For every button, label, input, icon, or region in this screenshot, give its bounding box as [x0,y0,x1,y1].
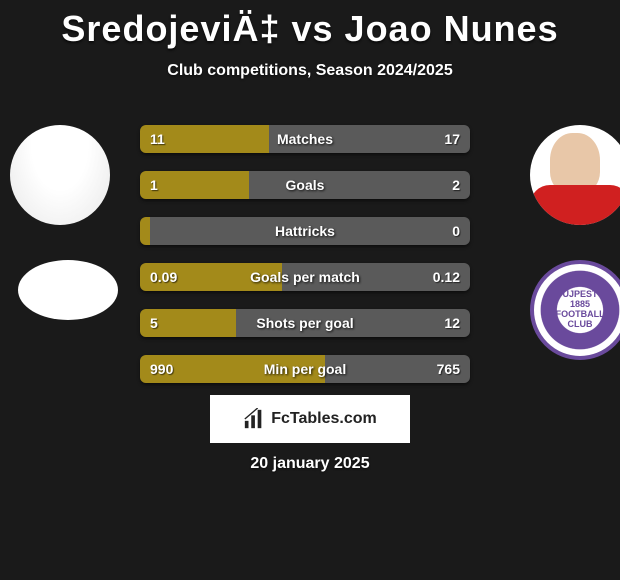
player-left-avatar [10,125,110,225]
stat-right-value: 12 [236,309,470,337]
stat-left-value: 0.09 [140,263,282,291]
stat-left-value: 1 [140,171,249,199]
stat-right-value: 0.12 [282,263,470,291]
club-right-text: ÚJPEST 1885 FOOTBALL CLUB [556,290,605,330]
stat-left-value: 11 [140,125,269,153]
chart-icon [243,408,265,430]
stat-right-value: 17 [269,125,470,153]
stat-row: 00Hattricks [140,217,470,245]
stat-right-value: 2 [249,171,470,199]
stat-row: 512Shots per goal [140,309,470,337]
page-title: SredojeviÄ‡ vs Joao Nunes [0,0,620,50]
club-right-badge: ÚJPEST 1885 FOOTBALL CLUB [530,260,620,360]
branding-text: FcTables.com [271,410,377,428]
stats-bars: 1117Matches 12Goals 00Hattricks 0.090.12Goa… [140,125,470,401]
stat-row: 12Goals [140,171,470,199]
stat-row: 1117Matches [140,125,470,153]
date-text: 20 january 2025 [250,455,369,473]
stat-row: 0.090.12Goals per match [140,263,470,291]
player-right-avatar [530,125,620,225]
stat-left-value: 5 [140,309,236,337]
club-left-badge [18,260,118,320]
stat-left-value: 0 [140,217,150,245]
stat-row: 990765Min per goal [140,355,470,383]
stat-right-value: 765 [325,355,470,383]
stat-right-value: 0 [150,217,470,245]
subtitle: Club competitions, Season 2024/2025 [0,62,620,80]
branding-banner: FcTables.com [210,395,410,443]
stat-left-value: 990 [140,355,325,383]
